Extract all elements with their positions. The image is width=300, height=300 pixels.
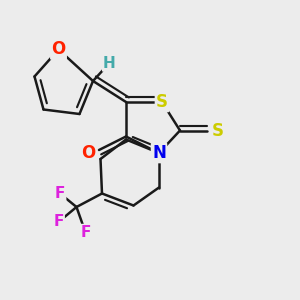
Text: H: H — [103, 56, 116, 70]
Text: F: F — [55, 186, 65, 201]
Text: S: S — [156, 93, 168, 111]
Text: N: N — [152, 144, 166, 162]
Text: S: S — [212, 122, 224, 140]
Text: F: F — [53, 214, 64, 230]
Text: O: O — [51, 40, 66, 58]
Text: F: F — [80, 225, 91, 240]
Text: O: O — [81, 144, 96, 162]
